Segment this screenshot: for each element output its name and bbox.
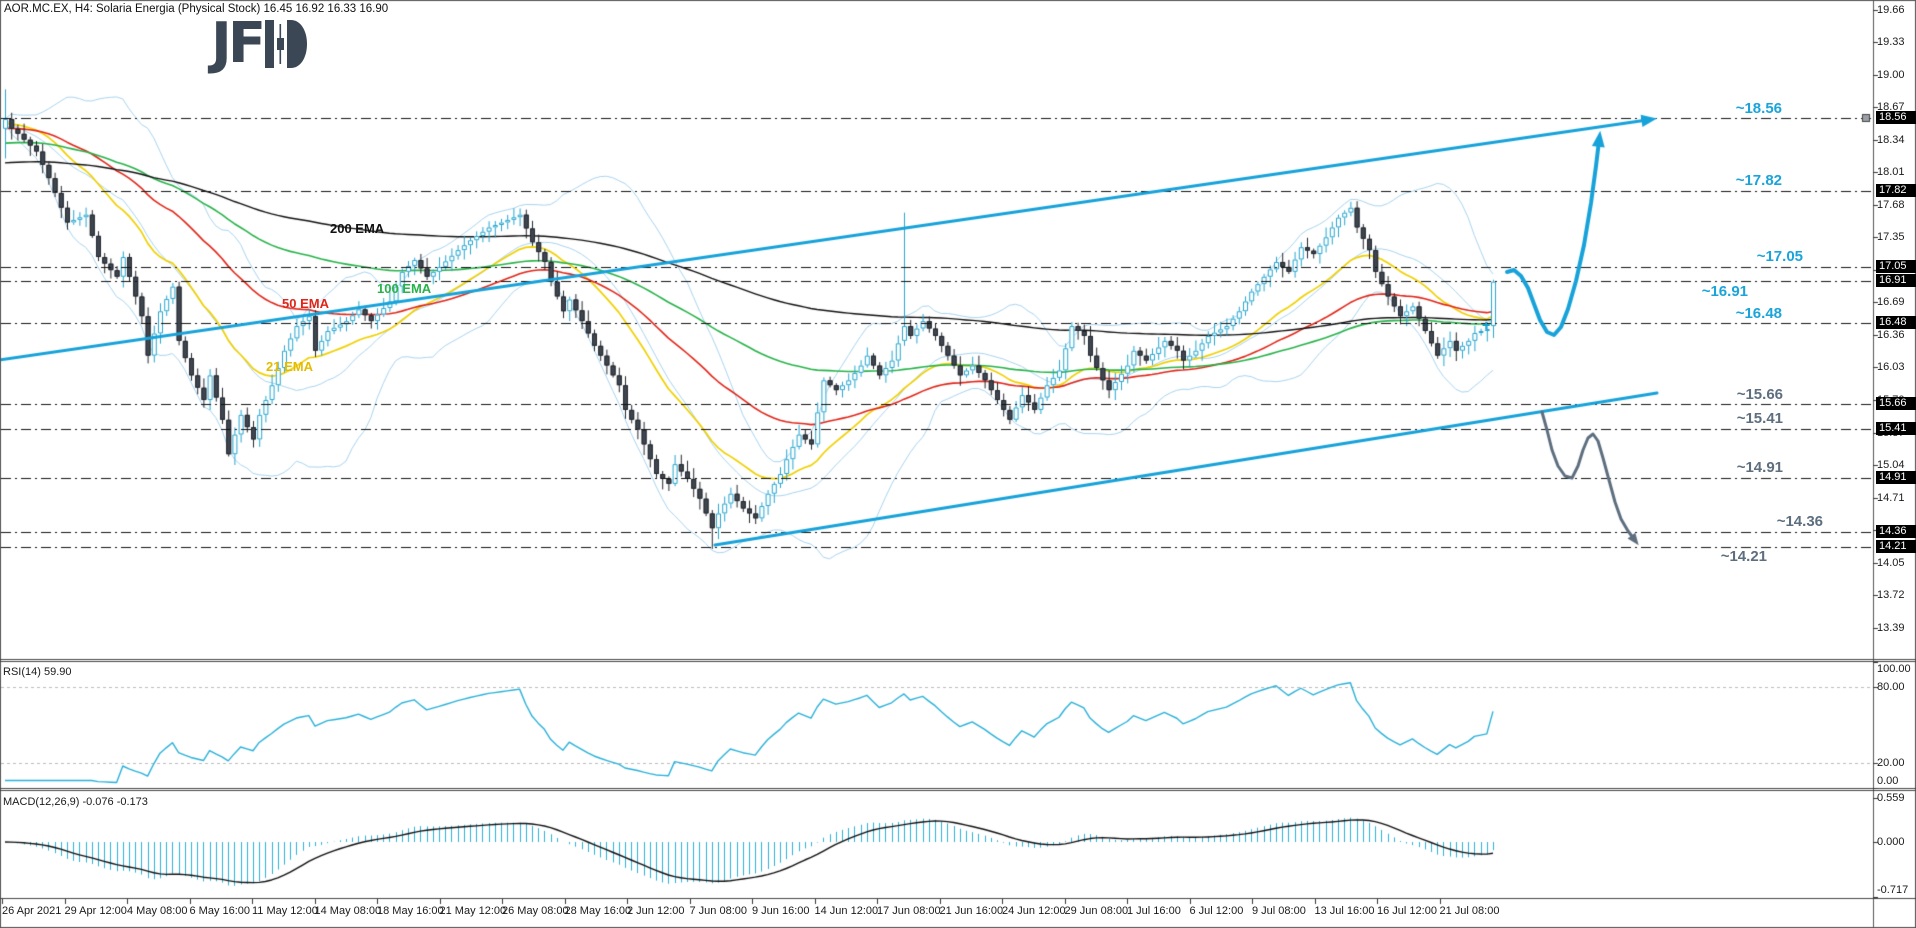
time-axis-label: 29 Apr 12:00: [64, 905, 127, 917]
ema-label-21: 21 EMA: [266, 359, 313, 374]
macd-axis-tick: -0.717: [1877, 884, 1909, 896]
price-axis-tick: 17.35: [1877, 231, 1905, 244]
time-axis-label: 6 Jul 12:00: [1189, 905, 1244, 917]
time-axis-label: 21 Jul 08:00: [1439, 905, 1500, 917]
time-axis-label: 13 Jul 16:00: [1314, 905, 1375, 917]
level-label-16.48[interactable]: ~16.48: [1735, 305, 1782, 322]
chart-title: AOR.MC.EX, H4: Solaria Energia (Physical…: [4, 3, 389, 15]
price-axis-tick: 17.68: [1877, 198, 1905, 211]
time-axis-label: 28 May 16:00: [564, 905, 632, 917]
level-label-15.41[interactable]: ~15.41: [1736, 410, 1783, 427]
price-tag-18.56: 18.56: [1876, 110, 1916, 124]
price-axis[interactable]: [1873, 0, 1916, 898]
time-axis-label: 14 Jun 12:00: [814, 905, 879, 917]
price-tag-16.48: 16.48: [1876, 316, 1916, 330]
time-axis-label: 16 Jul 12:00: [1377, 905, 1437, 917]
price-tag-16.91: 16.91: [1876, 273, 1916, 287]
price-axis-tick: 15.04: [1877, 459, 1905, 472]
time-axis-label: 2 Jun 12:00: [627, 905, 685, 917]
rsi-axis-tick: 100.00: [1877, 663, 1911, 675]
price-axis-tick: 16.36: [1877, 328, 1905, 341]
time-axis[interactable]: [0, 899, 1916, 928]
jfd-logo-d-with-candle-icon: [265, 20, 308, 68]
price-axis-tick: 16.69: [1877, 296, 1905, 309]
time-axis-label: 1 Jul 16:00: [1127, 905, 1181, 917]
level-label-15.66[interactable]: ~15.66: [1736, 386, 1783, 403]
time-axis-label: 21 May 12:00: [439, 905, 507, 917]
time-axis-label: 21 Jun 16:00: [939, 905, 1004, 917]
macd-axis-tick: 0.559: [1877, 792, 1905, 804]
rsi-axis-tick: 0.00: [1877, 775, 1899, 787]
price-axis-tick: 13.39: [1877, 621, 1905, 634]
price-axis-tick: 19.66: [1877, 3, 1905, 16]
plus-marker-icon: +: [1482, 317, 1491, 333]
ema-label-200: 200 EMA: [330, 221, 385, 236]
rsi-axis-tick: 20.00: [1877, 757, 1905, 769]
jfd-logo: JF: [211, 11, 308, 76]
price-axis-tick: 13.72: [1877, 589, 1905, 602]
time-axis-label: 9 Jul 08:00: [1252, 905, 1306, 917]
time-axis-label: 14 May 08:00: [314, 905, 382, 917]
price-tag-15.66: 15.66: [1876, 396, 1916, 410]
price-axis-tick: 18.34: [1877, 133, 1905, 146]
price-tag-14.21: 14.21: [1876, 539, 1916, 553]
price-axis-tick: 18.01: [1877, 166, 1905, 179]
time-axis-label: 17 Jun 08:00: [877, 905, 941, 917]
level-label-16.91[interactable]: ~16.91: [1701, 283, 1748, 300]
price-tag-14.36: 14.36: [1876, 525, 1916, 539]
rsi-label: RSI(14) 59.90: [3, 666, 72, 678]
level-label-18.56[interactable]: ~18.56: [1735, 100, 1782, 117]
time-axis-label: 7 Jun 08:00: [689, 905, 748, 917]
price-tag-14.91: 14.91: [1876, 470, 1916, 484]
time-axis-label: 26 May 08:00: [502, 905, 569, 917]
rsi-axis-tick: 80.00: [1877, 681, 1905, 693]
macd-axis-tick: 0.000: [1877, 836, 1905, 848]
price-axis-tick: 16.03: [1877, 361, 1905, 374]
time-axis-label: 4 May 08:00: [127, 905, 188, 917]
ema-label-50: 50 EMA: [282, 296, 329, 311]
price-axis-tick: 18.67: [1877, 101, 1905, 114]
macd-label: MACD(12,26,9) -0.076 -0.173: [3, 796, 148, 808]
price-tag-17.82: 17.82: [1876, 183, 1916, 197]
price-axis-tick: 14.05: [1877, 556, 1905, 569]
time-axis-label: 29 Jun 08:00: [1064, 905, 1129, 917]
time-axis-label: 26 Apr 2021: [2, 905, 62, 917]
ema-label-100: 100 EMA: [377, 281, 432, 296]
price-axis-tick: 14.71: [1877, 491, 1905, 504]
level-label-17.05[interactable]: ~17.05: [1756, 248, 1803, 265]
time-axis-label: 18 May 16:00: [377, 905, 444, 917]
time-axis-label: 6 May 16:00: [189, 905, 251, 917]
price-tag-15.41: 15.41: [1876, 421, 1916, 435]
level-label-14.21[interactable]: ~14.21: [1720, 548, 1767, 565]
time-axis-label: 11 May 12:00: [252, 905, 318, 917]
price-tag-17.05: 17.05: [1876, 259, 1916, 273]
level-label-14.36[interactable]: ~14.36: [1776, 513, 1823, 530]
jfd-logo-jf: JF: [211, 11, 266, 76]
price-axis-tick: 19.33: [1877, 36, 1905, 49]
price-axis-tick: 19.00: [1877, 68, 1905, 81]
level-label-14.91[interactable]: ~14.91: [1736, 459, 1783, 476]
time-axis-label: 9 Jun 16:00: [752, 905, 810, 917]
time-axis-label: 24 Jun 12:00: [1002, 905, 1066, 917]
level-label-17.82[interactable]: ~17.82: [1735, 172, 1782, 189]
